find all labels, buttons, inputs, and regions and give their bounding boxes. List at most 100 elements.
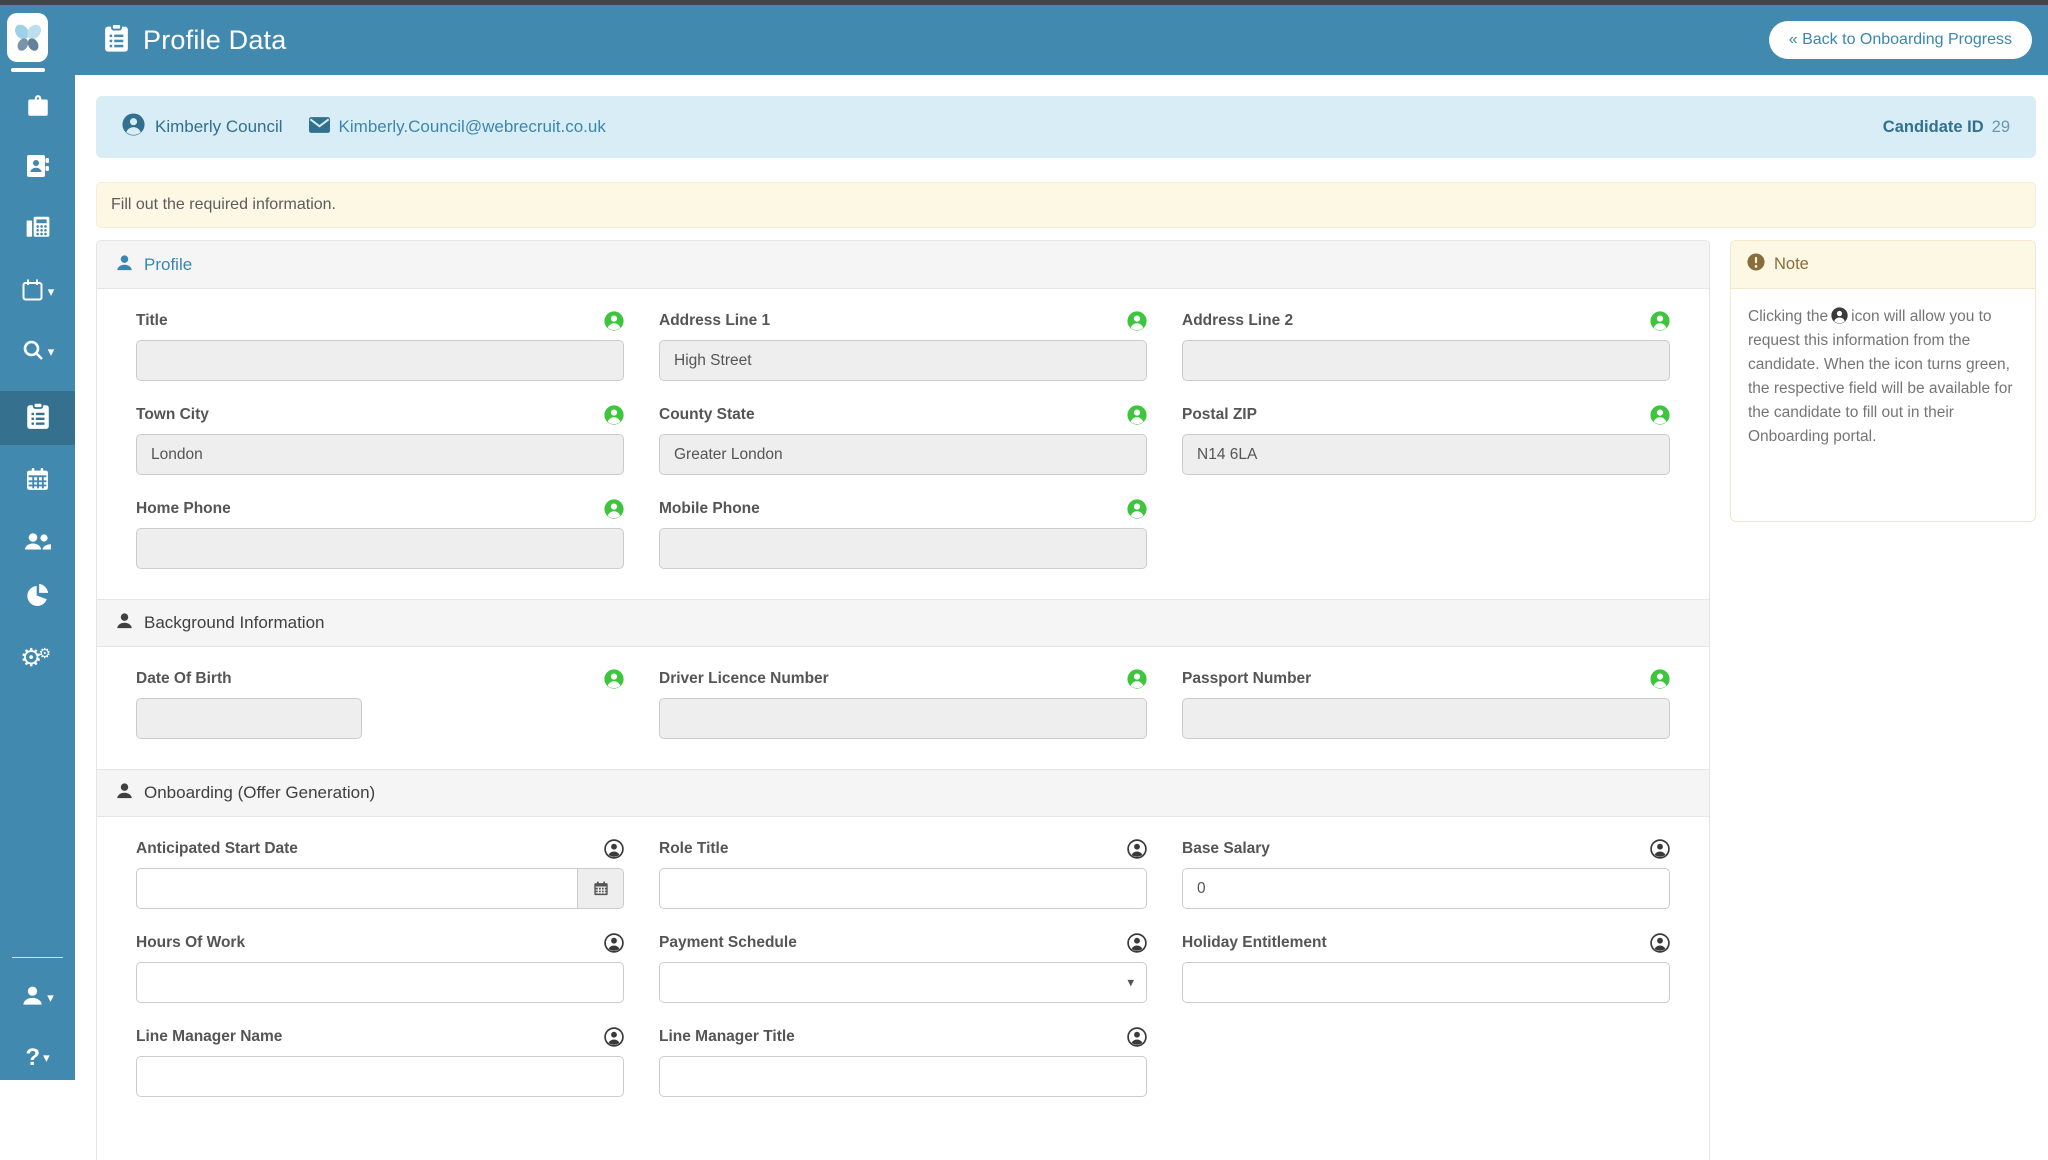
users-icon: [23, 529, 52, 558]
back-to-onboarding-button[interactable]: « Back to Onboarding Progress: [1768, 21, 2032, 59]
field-date-of-birth: Date Of Birth: [136, 668, 624, 739]
request-info-icon-dark[interactable]: [604, 1026, 624, 1047]
note-text: icon will allow you to request this info…: [1748, 308, 2013, 446]
request-info-icon-dark[interactable]: [1650, 932, 1670, 953]
request-info-icon-green[interactable]: [604, 310, 624, 331]
base-salary-input[interactable]: [1182, 868, 1670, 909]
app-header: Profile Data « Back to Onboarding Progre…: [0, 5, 2048, 75]
caret-down-icon: ▾: [47, 284, 55, 299]
field-label: Holiday Entitlement: [1182, 933, 1327, 951]
request-info-icon-dark[interactable]: [1650, 838, 1670, 859]
request-info-icon-green[interactable]: [1650, 310, 1670, 331]
candidate-id-label: Candidate ID: [1882, 117, 1984, 136]
app-logo[interactable]: [7, 13, 48, 62]
caret-down-icon: ▾: [47, 990, 54, 1005]
note-body: Clicking the icon will allow you to reque…: [1731, 289, 2035, 465]
address-book-icon: [25, 153, 51, 184]
postal-zip-input: [1182, 434, 1670, 475]
sidebar-item-profile-data-active[interactable]: [0, 391, 75, 445]
request-info-icon-dark[interactable]: [1127, 1026, 1147, 1047]
request-info-icon-green[interactable]: [604, 404, 624, 425]
info-alert: Fill out the required information.: [96, 182, 2036, 228]
title-input: [136, 340, 624, 381]
user-circle-icon: [122, 113, 145, 141]
candidate-email-link[interactable]: Kimberly.Council@webrecruit.co.uk: [308, 116, 606, 138]
note-panel: Note Clicking the icon will allow you to …: [1730, 240, 2036, 522]
line-manager-title-input[interactable]: [659, 1056, 1147, 1097]
request-info-icon-green[interactable]: [1127, 668, 1147, 689]
sidebar-item-help-menu[interactable]: ? ▾: [0, 1031, 75, 1085]
role-title-input[interactable]: [659, 868, 1147, 909]
sidebar-item-settings[interactable]: ⚙⚙: [0, 631, 75, 685]
person-icon: [116, 612, 133, 634]
note-text: Clicking the: [1748, 308, 1829, 325]
sidebar-item-users[interactable]: [0, 516, 75, 570]
field-anticipated-start-date: Anticipated Start Date: [136, 838, 624, 909]
person-icon: [116, 254, 133, 276]
field-label: County State: [659, 405, 755, 423]
pie-chart-icon: [25, 582, 50, 612]
gears-icon: ⚙⚙: [20, 643, 51, 672]
anticipated-start-date-input[interactable]: [136, 868, 578, 909]
field-payment-schedule: Payment Schedule ▾: [659, 932, 1147, 1003]
field-label: Driver Licence Number: [659, 669, 829, 687]
town-city-input: [136, 434, 624, 475]
date-picker-button[interactable]: [578, 868, 624, 909]
calendar-grid-icon: [25, 467, 50, 497]
request-info-icon-dark[interactable]: [604, 838, 624, 859]
request-info-icon-dark[interactable]: [1127, 932, 1147, 953]
date-of-birth-input: [136, 698, 362, 739]
field-label: Hours Of Work: [136, 933, 246, 951]
field-county-state: County State: [659, 404, 1147, 475]
sidebar-item-contacts[interactable]: [0, 141, 75, 195]
hours-of-work-input[interactable]: [136, 962, 624, 1003]
field-label: Line Manager Name: [136, 1027, 283, 1045]
request-info-icon-green[interactable]: [604, 498, 624, 519]
field-address-line-1: Address Line 1: [659, 310, 1147, 381]
request-info-icon-green[interactable]: [1127, 404, 1147, 425]
field-address-line-2: Address Line 2: [1182, 310, 1670, 381]
section-header-onboarding: Onboarding (Offer Generation): [97, 769, 1709, 817]
candidate-id-value: 29: [1991, 117, 2010, 136]
field-line-manager-title: Line Manager Title: [659, 1026, 1147, 1097]
field-title: Title: [136, 310, 624, 381]
note-header: Note: [1731, 241, 2035, 289]
window-chrome-strip: [0, 0, 2048, 5]
request-info-icon-green[interactable]: [1127, 310, 1147, 331]
request-info-icon-green[interactable]: [1650, 668, 1670, 689]
driver-licence-number-input: [659, 698, 1147, 739]
section-header-background: Background Information: [97, 599, 1709, 647]
address-line-2-input: [1182, 340, 1670, 381]
field-driver-licence-number: Driver Licence Number: [659, 668, 1147, 739]
request-info-icon-dark[interactable]: [1127, 838, 1147, 859]
calendar-icon: [21, 278, 45, 307]
request-info-icon-dark[interactable]: [604, 932, 624, 953]
passport-number-input: [1182, 698, 1670, 739]
sidebar-item-schedule[interactable]: [0, 455, 75, 509]
sidebar-divider: [12, 957, 63, 958]
field-label: Town City: [136, 405, 209, 423]
field-label: Address Line 1: [659, 311, 771, 329]
field-label: Title: [136, 311, 168, 329]
request-info-icon-green[interactable]: [1650, 404, 1670, 425]
field-label: Passport Number: [1182, 669, 1312, 687]
menu-toggle[interactable]: [11, 68, 45, 72]
request-info-icon-green[interactable]: [604, 668, 624, 689]
line-manager-name-input[interactable]: [136, 1056, 624, 1097]
section-body-background: Date Of Birth Driver Licence Number Pass…: [97, 647, 1709, 769]
sidebar-item-search-menu[interactable]: ▾: [0, 325, 75, 379]
field-label: Address Line 2: [1182, 311, 1294, 329]
field-base-salary: Base Salary: [1182, 838, 1670, 909]
request-info-icon-green[interactable]: [1127, 498, 1147, 519]
sidebar-item-calendar-menu[interactable]: ▾: [0, 265, 75, 319]
butterfly-logo-icon: [14, 24, 41, 51]
payment-schedule-select[interactable]: [659, 962, 1147, 1003]
candidate-email: Kimberly.Council@webrecruit.co.uk: [338, 117, 606, 136]
sidebar-item-reports[interactable]: [0, 570, 75, 624]
sidebar-item-fax[interactable]: [0, 202, 75, 256]
sidebar-item-jobs[interactable]: [0, 81, 75, 135]
section-title: Onboarding (Offer Generation): [144, 783, 376, 802]
holiday-entitlement-input[interactable]: [1182, 962, 1670, 1003]
sidebar-item-account-menu[interactable]: ▾: [0, 971, 75, 1025]
exclamation-circle-icon: [1747, 253, 1765, 276]
